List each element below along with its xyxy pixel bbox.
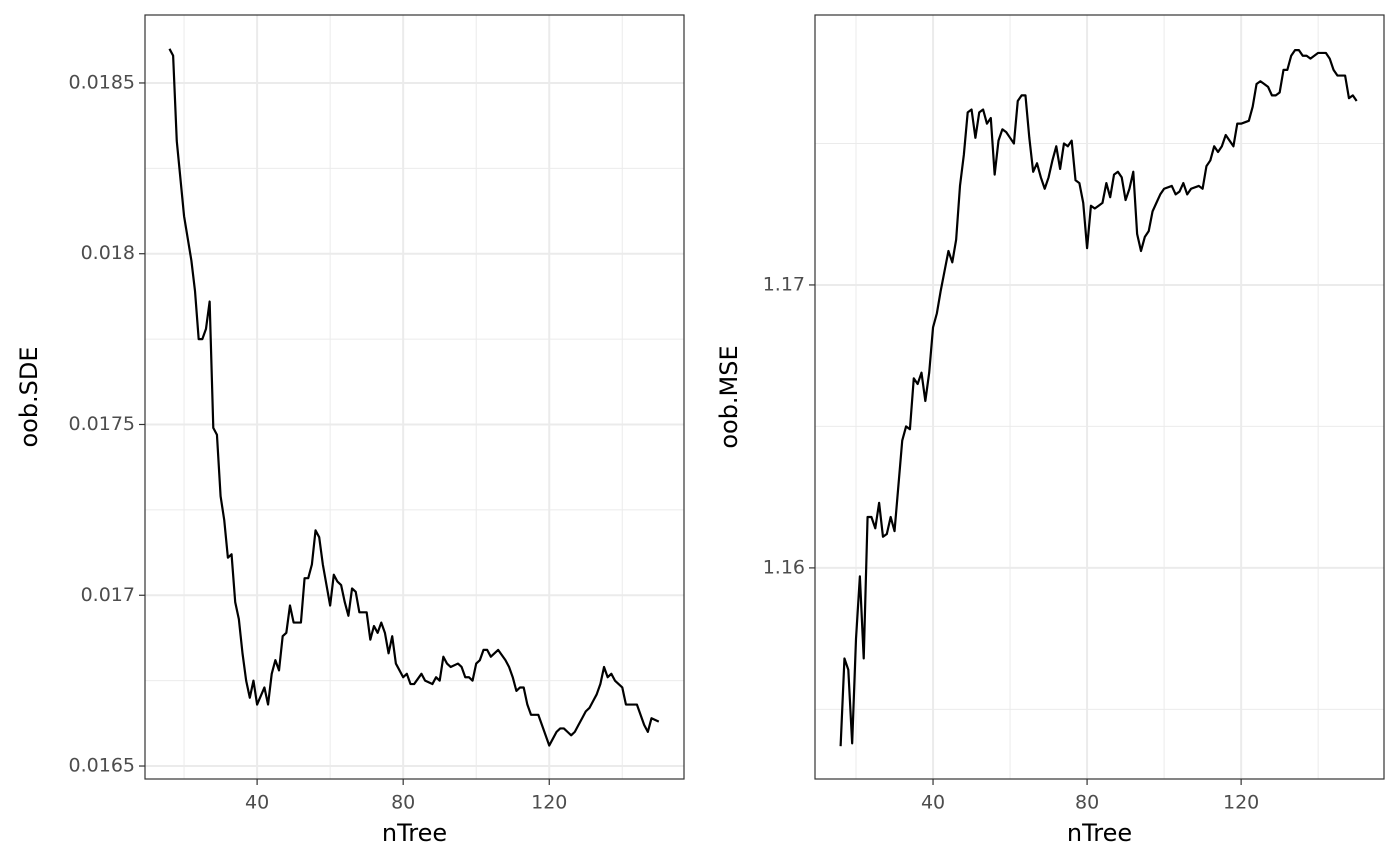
x-axis-title: nTree <box>1067 819 1132 847</box>
x-axis-title: nTree <box>382 819 447 847</box>
x-tick-label: 80 <box>1075 792 1099 814</box>
y-tick-label: 0.017 <box>81 584 135 606</box>
x-tick-label: 120 <box>1223 792 1259 814</box>
panel-border <box>814 14 1385 780</box>
data-line <box>839 48 1358 747</box>
y-axis-title: oob.SDE <box>15 346 43 447</box>
y-tick-label: 0.0175 <box>69 413 135 435</box>
y-tick-label: 0.018 <box>81 242 135 264</box>
plot-background <box>145 15 684 779</box>
plot-background <box>815 15 1384 779</box>
y-tick-label: 0.0165 <box>69 755 135 777</box>
y-tick-label: 0.0185 <box>69 71 135 93</box>
panel-border <box>144 14 685 780</box>
x-tick-label: 40 <box>921 792 945 814</box>
x-tick-label: 40 <box>245 792 269 814</box>
y-tick-label: 1.17 <box>763 273 805 295</box>
y-axis-title: oob.MSE <box>715 345 743 448</box>
x-tick-label: 120 <box>531 792 567 814</box>
x-tick-label: 80 <box>391 792 415 814</box>
data-line <box>168 48 660 747</box>
y-tick-label: 1.16 <box>763 556 805 578</box>
